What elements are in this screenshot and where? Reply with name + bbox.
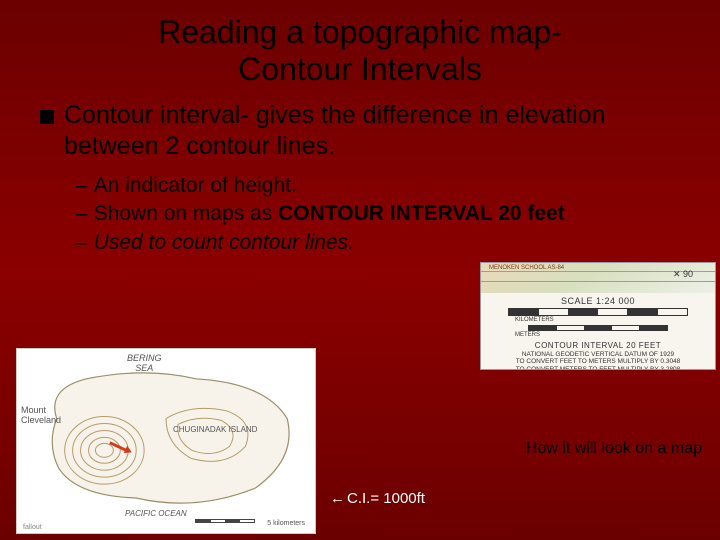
dash-icon: – bbox=[76, 200, 88, 228]
label-bering-sea: BERINGSEA bbox=[127, 353, 162, 373]
snippet-datum: NATIONAL GEODETIC VERTICAL DATUM OF 1929… bbox=[487, 351, 709, 370]
label-chuginadak: CHUGINADAK ISLAND bbox=[173, 425, 257, 434]
sub-b-wrap: Shown on maps as CONTOUR INTERVAL 20 fee… bbox=[94, 200, 565, 228]
snippet-ci-line: CONTOUR INTERVAL 20 FEET bbox=[487, 341, 709, 350]
sub-b-bold: CONTOUR INTERVAL 20 feet bbox=[278, 202, 565, 225]
left-arrow-icon: ← bbox=[330, 490, 345, 507]
datum-1: NATIONAL GEODETIC VERTICAL DATUM OF 1929 bbox=[487, 351, 709, 358]
datum-3: TO CONVERT METERS TO FEET MULTIPLY BY 3.… bbox=[487, 366, 709, 370]
slide-title: Reading a topographic map- Contour Inter… bbox=[0, 0, 720, 96]
sub-a-text: An indicator of height. bbox=[94, 172, 297, 200]
title-line-1: Reading a topographic map- bbox=[158, 14, 562, 50]
snippet-km-label: KILOMETERS bbox=[515, 317, 709, 323]
sub-bullet-a: – An indicator of height. bbox=[76, 172, 690, 200]
title-line-2: Contour Intervals bbox=[238, 51, 482, 87]
bullet-main: Contour interval- gives the difference i… bbox=[40, 100, 690, 163]
snippet-scale-bar-m bbox=[528, 325, 668, 331]
label-mount-cleveland: MountCleveland bbox=[21, 405, 61, 425]
island-scale-label: 5 kilometers bbox=[267, 520, 305, 527]
bullet-square-icon bbox=[40, 110, 54, 124]
map-scale-snippet: MENOKEN SCHOOL AS-84 ✕ 90 SCALE 1:24 000… bbox=[480, 262, 716, 370]
dash-icon: – bbox=[76, 229, 88, 257]
island-contour-map: BERINGSEA MountCleveland CHUGINADAK ISLA… bbox=[16, 348, 316, 534]
sub-bullet-c: – Used to count contour lines. bbox=[76, 229, 690, 257]
snippet-topo-marker: ✕ 90 bbox=[673, 269, 693, 280]
label-pacific: PACIFIC OCEAN bbox=[125, 509, 187, 518]
snippet-topo-label: MENOKEN SCHOOL AS-84 bbox=[489, 265, 564, 271]
datum-2: TO CONVERT FEET TO METERS MULTIPLY BY 0.… bbox=[487, 358, 709, 365]
bullet-main-text: Contour interval- gives the difference i… bbox=[64, 100, 690, 163]
sub-b-prefix: Shown on maps as bbox=[94, 202, 278, 225]
snippet-m-label: METERS bbox=[515, 332, 709, 338]
caption-how-it-looks: How it will look on a map bbox=[526, 440, 702, 458]
snippet-topo-strip: MENOKEN SCHOOL AS-84 ✕ 90 bbox=[481, 263, 715, 293]
sub-bullet-b: – Shown on maps as CONTOUR INTERVAL 20 f… bbox=[76, 200, 690, 228]
content-block: Contour interval- gives the difference i… bbox=[0, 96, 720, 258]
snippet-scale-bar-km bbox=[508, 308, 688, 316]
ci-caption: ←C.I.= 1000ft bbox=[330, 490, 425, 507]
ci-caption-text: C.I.= 1000ft bbox=[347, 490, 425, 507]
island-svg bbox=[17, 349, 315, 534]
snippet-scale-block: SCALE 1:24 000 KILOMETERS METERS CONTOUR… bbox=[481, 293, 715, 370]
snippet-scale-title: SCALE 1:24 000 bbox=[487, 296, 709, 306]
island-footer: fallout bbox=[23, 524, 42, 531]
sub-c-text: Used to count contour lines. bbox=[94, 229, 354, 257]
sub-bullet-list: – An indicator of height. – Shown on map… bbox=[40, 172, 690, 257]
dash-icon: – bbox=[76, 172, 88, 200]
island-scale-bar bbox=[195, 519, 255, 523]
